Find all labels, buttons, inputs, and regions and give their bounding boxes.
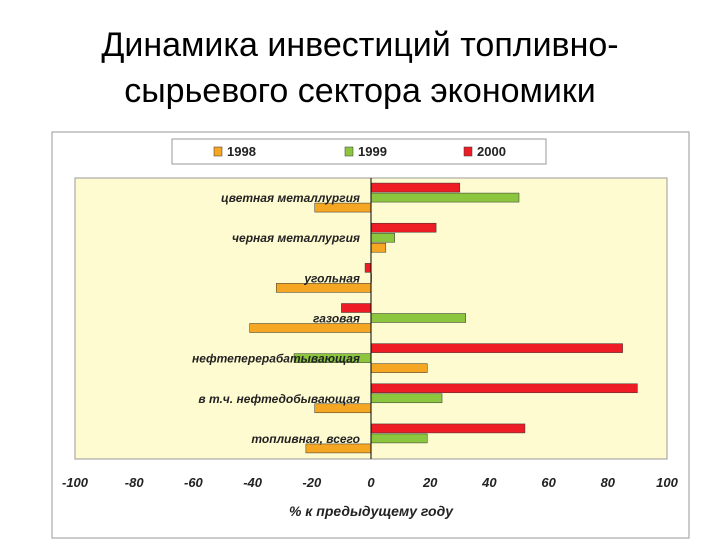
legend-label-2000: 2000 [477, 144, 506, 159]
bar-1999-6 [370, 393, 443, 404]
legend-swatch-1998 [213, 146, 223, 157]
x-tick-label: -60 [184, 475, 204, 490]
bar-2000-1 [370, 182, 461, 193]
slide-title: Динамика инвестиций топливно- сырьевого … [0, 22, 720, 114]
x-axis-ticks: -100 -80 -60 -40 -20 0 20 40 60 80 100 [62, 475, 679, 490]
category-label: в т.ч. нефтедобывающая [198, 392, 360, 406]
legend-label-1998: 1998 [227, 144, 256, 159]
x-tick-label: -40 [243, 475, 263, 490]
bar-2000-6 [370, 383, 638, 394]
bar-1999-7 [370, 433, 428, 444]
x-tick-label: -80 [125, 475, 145, 490]
x-tick-label: 100 [656, 475, 678, 490]
bar-1999-4 [370, 313, 466, 323]
bar-2000-7 [370, 423, 526, 434]
bar-2000-3 [364, 263, 372, 273]
x-axis-label: % к предыдущему году [289, 503, 454, 519]
category-label: газовая [313, 312, 360, 326]
bar-group [249, 182, 638, 454]
bar-2000-5 [370, 343, 623, 353]
category-labels: цветная металлургия черная металлургия уго… [192, 191, 360, 446]
bar-2000-2 [370, 222, 437, 233]
bar-1998-2 [370, 242, 387, 253]
category-label: топливная, всего [251, 432, 360, 446]
bar-1999-2 [370, 232, 395, 243]
bar-1998-5 [370, 363, 428, 373]
x-tick-label: 20 [422, 475, 438, 490]
legend-label-1999: 1999 [358, 144, 387, 159]
category-label: цветная металлургия [221, 191, 360, 205]
x-tick-label: 0 [367, 475, 375, 490]
chart-legend: 1998 1999 2000 [171, 138, 547, 165]
x-tick-label: 80 [601, 475, 616, 490]
slide-title-line-1: Динамика инвестиций топливно- [101, 26, 619, 64]
x-tick-label: 40 [481, 475, 497, 490]
x-tick-label: 60 [541, 475, 556, 490]
legend-swatch-2000 [463, 146, 473, 157]
category-label: нефтеперерабатывающая [192, 352, 360, 366]
legend-box [171, 138, 547, 165]
legend-swatch-1999 [344, 146, 354, 157]
category-label: угольная [303, 271, 360, 285]
slide-title-line-2: сырьевого сектора экономики [124, 72, 596, 110]
x-tick-label: -20 [302, 475, 322, 490]
x-tick-label: -100 [62, 475, 89, 490]
bar-1999-1 [370, 192, 520, 203]
category-label: черная металлургия [232, 231, 360, 245]
